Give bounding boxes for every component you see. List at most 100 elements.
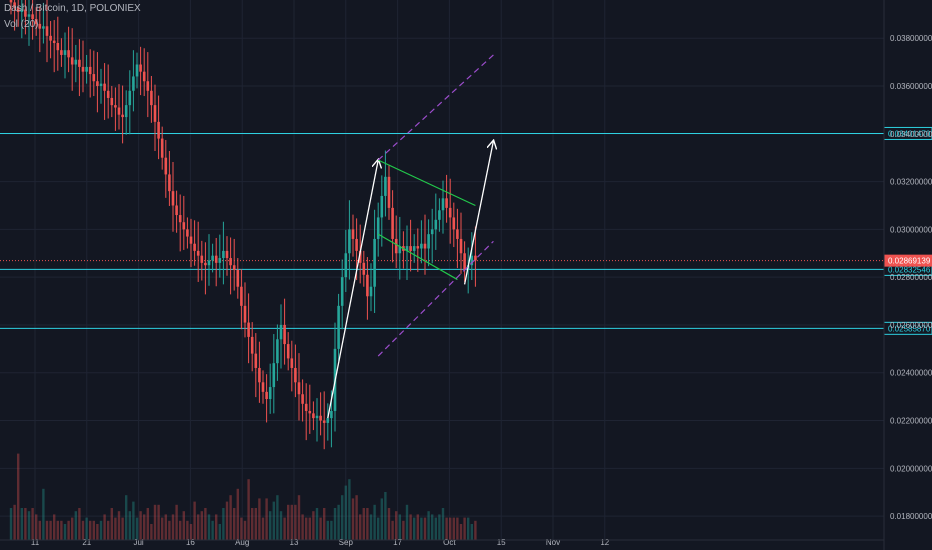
- volume-bar: [99, 520, 103, 540]
- candle-body: [200, 255, 204, 263]
- candle-body: [175, 205, 178, 216]
- volume-bar: [305, 517, 308, 540]
- candle-body: [441, 198, 445, 211]
- volume-bars: [9, 453, 477, 540]
- candles: [9, 0, 477, 450]
- horizontal-levels[interactable]: 0.03401470 0.02832546 0.02585870 0.02869139: [0, 126, 932, 335]
- candle-body: [394, 238, 398, 254]
- candle-body: [268, 387, 272, 400]
- volume-bar: [78, 508, 81, 540]
- price-axis[interactable]: 0.03800000 0.03600000 0.03400000 0.03200000…: [883, 0, 932, 550]
- volume-bar: [395, 511, 398, 540]
- volume-bar: [402, 520, 405, 540]
- candle-body: [380, 195, 384, 218]
- candle-body: [474, 255, 477, 261]
- candle-body: [315, 415, 319, 419]
- candle-body: [294, 367, 297, 383]
- volume-bar: [423, 517, 427, 540]
- candle-body: [322, 420, 326, 423]
- candle-body: [142, 71, 146, 82]
- candle-body: [304, 403, 308, 411]
- volume-bar: [283, 517, 286, 540]
- candle-body: [9, 0, 13, 3]
- volume-bar: [351, 498, 355, 540]
- candle-body: [312, 413, 315, 419]
- volume-bar: [92, 520, 95, 540]
- volume-bar: [459, 524, 463, 540]
- volume-bar: [110, 508, 113, 540]
- candle-body: [153, 105, 157, 122]
- volume-bar: [326, 520, 329, 540]
- candle-body: [178, 215, 182, 223]
- price-tick-label: 0.03600000: [890, 82, 932, 91]
- volume-bar: [189, 524, 193, 540]
- candle-body: [301, 394, 304, 404]
- candle-body: [34, 19, 38, 24]
- candle-body: [128, 90, 132, 106]
- volume-bar: [405, 504, 409, 540]
- candle-body: [110, 97, 114, 106]
- candle-body: [160, 138, 164, 158]
- level-tag-label: 0.02585870: [888, 324, 931, 333]
- candle-body: [344, 253, 348, 278]
- candle-body: [211, 255, 214, 261]
- price-tick-label: 0.02800000: [890, 273, 932, 282]
- candle-body: [85, 66, 88, 72]
- candle-body: [430, 229, 434, 235]
- volume-bar: [207, 514, 211, 540]
- volume-bar: [427, 511, 430, 540]
- time-tick-label: 11: [31, 538, 40, 547]
- volume-bar: [56, 520, 59, 540]
- volume-bar: [229, 495, 232, 540]
- volume-bar: [150, 524, 153, 540]
- candle-body: [78, 59, 81, 67]
- volume-bar: [107, 520, 110, 540]
- drawings[interactable]: [327, 54, 494, 419]
- candle-body: [70, 57, 74, 65]
- candle-body: [243, 305, 247, 323]
- time-tick-label: Nov: [546, 538, 560, 547]
- candle-body: [391, 207, 394, 239]
- volume-bar: [434, 517, 437, 540]
- time-tick-label: 21: [82, 538, 91, 547]
- volume-bar: [45, 520, 49, 540]
- volume-bar: [24, 508, 27, 540]
- candle-body: [132, 76, 135, 91]
- volume-bar: [74, 511, 77, 540]
- candle-body: [337, 305, 340, 349]
- volume-bar: [445, 517, 448, 540]
- candle-body: [232, 265, 236, 270]
- volume-bar: [182, 511, 185, 540]
- time-tick-label: Aug: [235, 538, 249, 547]
- channel-upper-line: [377, 54, 494, 161]
- candle-body: [96, 81, 99, 87]
- candle-body: [456, 229, 459, 239]
- volume-bar: [279, 511, 283, 540]
- volume-bar: [258, 498, 261, 540]
- time-axis[interactable]: 11 21 Jul 16 Aug 13 Sep 17 Oct 15 Nov 12: [0, 538, 884, 547]
- volume-bar: [441, 508, 445, 540]
- volume-bar: [463, 517, 466, 540]
- volume-bar: [117, 511, 121, 540]
- channel-lower-line: [377, 240, 494, 357]
- volume-bar: [146, 508, 149, 540]
- volume-bar: [409, 514, 412, 540]
- candle-body: [272, 363, 276, 388]
- candle-body: [171, 191, 175, 206]
- volume-bar: [20, 508, 23, 540]
- candle-body: [88, 66, 92, 75]
- price-tick-label: 0.02200000: [890, 417, 932, 426]
- volume-bar: [337, 504, 340, 540]
- volume-bar: [42, 488, 45, 540]
- price-tick-label: 0.02000000: [890, 464, 932, 473]
- volume-bar: [323, 508, 326, 540]
- flag-lower-line: [377, 233, 458, 281]
- price-tick-label: 0.03400000: [890, 130, 932, 139]
- volume-bar: [398, 514, 401, 540]
- volume-bar: [276, 495, 279, 540]
- candle-body: [146, 81, 150, 91]
- volume-bar: [254, 508, 257, 540]
- candle-body: [276, 339, 279, 364]
- volume-bar: [373, 504, 376, 540]
